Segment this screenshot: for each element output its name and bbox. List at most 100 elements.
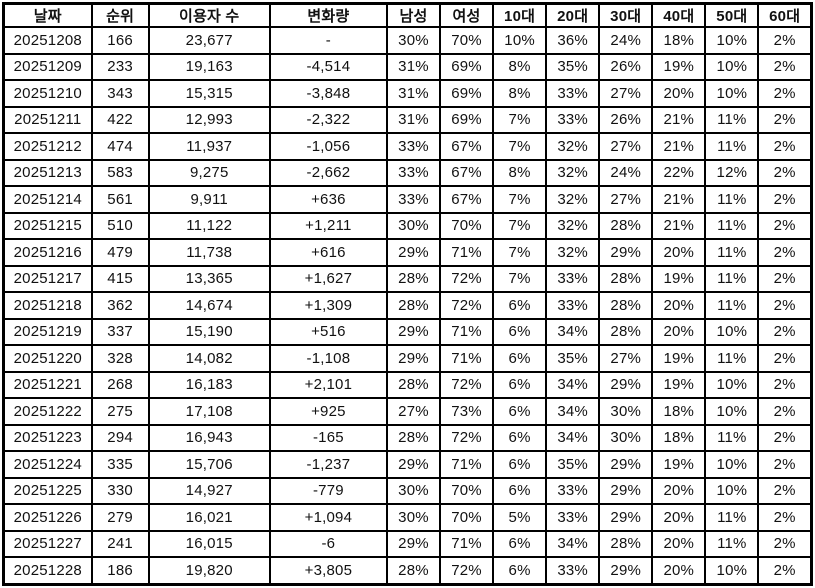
cell-date: 20251216 bbox=[2, 238, 93, 267]
table-header-row: 날짜 순위 이용자 수 변화량 남성 여성 10대 20대 30대 40대 50… bbox=[2, 2, 813, 28]
cell-change: - bbox=[268, 26, 388, 55]
cell-age30: 30% bbox=[598, 397, 654, 426]
cell-age60: 2% bbox=[757, 370, 813, 399]
cell-date: 20251217 bbox=[2, 264, 93, 293]
cell-age40: 20% bbox=[651, 529, 707, 558]
cell-date: 20251220 bbox=[2, 344, 93, 373]
cell-date: 20251223 bbox=[2, 423, 93, 452]
cell-age30: 29% bbox=[598, 556, 654, 586]
cell-age60: 2% bbox=[757, 158, 813, 187]
cell-age20: 32% bbox=[545, 132, 601, 161]
cell-male: 33% bbox=[385, 158, 442, 187]
cell-rank: 241 bbox=[90, 529, 150, 558]
cell-male: 30% bbox=[385, 476, 442, 505]
cell-male: 31% bbox=[385, 105, 442, 134]
cell-male: 28% bbox=[385, 556, 442, 586]
column-header-age20: 20대 bbox=[545, 2, 601, 28]
cell-age50: 10% bbox=[704, 79, 760, 108]
cell-age60: 2% bbox=[757, 317, 813, 346]
cell-age60: 2% bbox=[757, 26, 813, 55]
cell-age30: 28% bbox=[598, 291, 654, 320]
table-row: 20251218 362 14,674 +1,309 28% 72% 6% 33% 28% 20%… bbox=[2, 291, 813, 320]
cell-age10: 7% bbox=[492, 264, 548, 293]
cell-date: 20251209 bbox=[2, 52, 93, 81]
cell-male: 30% bbox=[385, 26, 442, 55]
cell-age30: 29% bbox=[598, 370, 654, 399]
cell-rank: 166 bbox=[90, 26, 150, 55]
cell-age30: 28% bbox=[598, 317, 654, 346]
table-row: 20251219 337 15,190 +516 29% 71% 6% 34% 28% 20% 10… bbox=[2, 317, 813, 346]
cell-change: -1,237 bbox=[268, 450, 388, 479]
cell-rank: 474 bbox=[90, 132, 150, 161]
cell-date: 20251228 bbox=[2, 556, 93, 586]
cell-rank: 186 bbox=[90, 556, 150, 586]
cell-rank: 275 bbox=[90, 397, 150, 426]
cell-age50: 10% bbox=[704, 370, 760, 399]
column-header-age60: 60대 bbox=[757, 2, 813, 28]
cell-age10: 7% bbox=[492, 238, 548, 267]
cell-female: 70% bbox=[438, 211, 495, 240]
cell-female: 67% bbox=[438, 158, 495, 187]
table-row: 20251223 294 16,943 -165 28% 72% 6% 34% 30% 18% 11… bbox=[2, 423, 813, 452]
cell-age30: 29% bbox=[598, 450, 654, 479]
cell-age10: 8% bbox=[492, 158, 548, 187]
table-row: 20251216 479 11,738 +616 29% 71% 7% 32% 29% 20% 11… bbox=[2, 238, 813, 267]
cell-change: +1,309 bbox=[268, 291, 388, 320]
cell-rank: 268 bbox=[90, 370, 150, 399]
table-row: 20251208 166 23,677-30% 70% 10% 36% 24% 18% 10% 2… bbox=[2, 26, 813, 55]
cell-age40: 19% bbox=[651, 370, 707, 399]
cell-age10: 6% bbox=[492, 556, 548, 586]
cell-age10: 6% bbox=[492, 476, 548, 505]
cell-age40: 19% bbox=[651, 52, 707, 81]
cell-age60: 2% bbox=[757, 423, 813, 452]
cell-age10: 7% bbox=[492, 211, 548, 240]
cell-users: 17,108 bbox=[147, 397, 271, 426]
cell-female: 67% bbox=[438, 185, 495, 214]
cell-age20: 33% bbox=[545, 105, 601, 134]
cell-date: 20251225 bbox=[2, 476, 93, 505]
cell-age50: 10% bbox=[704, 397, 760, 426]
column-header-date: 날짜 bbox=[2, 2, 93, 28]
cell-age10: 5% bbox=[492, 503, 548, 532]
table-row: 20251212 474 11,937 -1,056 33% 67% 7% 32% 27% 21%… bbox=[2, 132, 813, 161]
cell-age30: 27% bbox=[598, 185, 654, 214]
cell-female: 71% bbox=[438, 450, 495, 479]
column-header-age40: 40대 bbox=[651, 2, 707, 28]
cell-female: 70% bbox=[438, 476, 495, 505]
cell-male: 28% bbox=[385, 264, 442, 293]
cell-age40: 21% bbox=[651, 132, 707, 161]
cell-date: 20251211 bbox=[2, 105, 93, 134]
column-header-male: 남성 bbox=[385, 2, 442, 28]
cell-age10: 6% bbox=[492, 317, 548, 346]
cell-age40: 22% bbox=[651, 158, 707, 187]
cell-age10: 6% bbox=[492, 291, 548, 320]
cell-age20: 35% bbox=[545, 344, 601, 373]
cell-age20: 32% bbox=[545, 238, 601, 267]
cell-change: +636 bbox=[268, 185, 388, 214]
cell-age60: 2% bbox=[757, 344, 813, 373]
cell-rank: 343 bbox=[90, 79, 150, 108]
cell-rank: 362 bbox=[90, 291, 150, 320]
cell-age50: 11% bbox=[704, 529, 760, 558]
table-body: 20251208 166 23,677-30% 70% 10% 36% 24% 18% 10% 2… bbox=[2, 26, 813, 586]
cell-age60: 2% bbox=[757, 476, 813, 505]
cell-users: 15,190 bbox=[147, 317, 271, 346]
cell-age50: 11% bbox=[704, 211, 760, 240]
cell-female: 73% bbox=[438, 397, 495, 426]
cell-date: 20251218 bbox=[2, 291, 93, 320]
cell-male: 29% bbox=[385, 344, 442, 373]
cell-date: 20251221 bbox=[2, 370, 93, 399]
cell-age50: 11% bbox=[704, 105, 760, 134]
cell-change: -1,056 bbox=[268, 132, 388, 161]
cell-change: -779 bbox=[268, 476, 388, 505]
table-row: 20251220 328 14,082 -1,108 29% 71% 6% 35% 27% 19%… bbox=[2, 344, 813, 373]
cell-age20: 33% bbox=[545, 79, 601, 108]
table-row: 20251217 415 13,365 +1,627 28% 72% 7% 33% 28% 19%… bbox=[2, 264, 813, 293]
cell-age60: 2% bbox=[757, 79, 813, 108]
cell-female: 71% bbox=[438, 238, 495, 267]
cell-female: 72% bbox=[438, 556, 495, 586]
cell-male: 30% bbox=[385, 211, 442, 240]
cell-date: 20251208 bbox=[2, 26, 93, 55]
